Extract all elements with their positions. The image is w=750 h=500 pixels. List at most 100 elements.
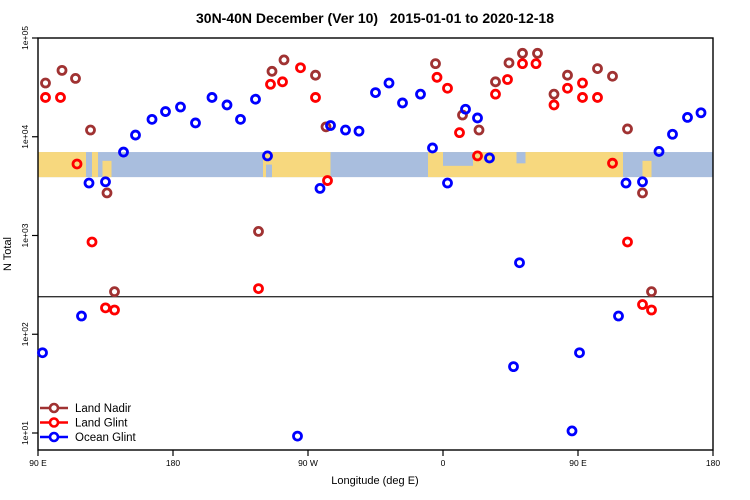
data-point-land-glint [637,299,648,310]
map-band-land [642,160,652,178]
data-point-ocean-glint [682,112,693,123]
data-point-ocean-glint [146,113,158,125]
data-point-land-glint [40,92,51,103]
data-point-land-nadir [101,187,113,199]
y-tick-label: 1e+01 [20,421,30,445]
data-point-land-glint [548,99,560,111]
data-point-land-nadir [517,47,528,59]
data-point-ocean-glint [175,101,186,113]
data-point-land-glint [277,76,288,88]
data-point-ocean-glint [442,177,453,189]
data-point-land-nadir [562,69,573,81]
legend-label: Land Glint [75,418,128,430]
data-point-land-nadir [85,124,96,136]
data-point-ocean-glint [250,93,261,105]
data-point-land-glint [517,58,528,70]
data-point-land-nadir [592,63,603,74]
data-point-ocean-glint [484,152,495,164]
data-point-ocean-glint [620,177,632,189]
map-band-sea-patch [516,152,526,164]
data-point-land-nadir [532,47,543,59]
data-point-land-nadir [473,124,485,136]
data-point-land-glint [562,82,573,94]
data-point-ocean-glint [415,88,426,100]
plot-border [37,37,714,451]
data-point-land-glint [86,236,98,248]
data-point-ocean-glint [190,117,201,129]
data-point-ocean-glint [100,176,111,188]
data-point-ocean-glint [206,92,218,103]
data-point-land-nadir [70,72,81,84]
data-point-ocean-glint [653,146,665,157]
map-band-land [263,152,331,178]
data-point-ocean-glint [460,103,471,115]
data-point-ocean-glint [566,425,578,437]
data-point-land-nadir [40,77,51,89]
data-point-land-glint [646,304,657,316]
data-point-ocean-glint [427,142,438,154]
data-point-land-nadir [266,65,278,77]
data-point-ocean-glint [314,182,326,194]
data-point-land-glint [55,92,66,103]
data-point-ocean-glint [397,97,408,109]
data-point-ocean-glint [262,150,273,162]
data-point-land-nadir [310,69,321,81]
legend-marker-circle [48,417,60,428]
data-point-land-glint [265,78,276,90]
data-point-land-nadir [490,76,501,88]
y-tick-label: 1e+03 [20,223,30,247]
data-point-land-glint [502,74,513,85]
data-point-ocean-glint [383,77,395,89]
data-point-land-nadir [253,226,264,237]
data-point-land-glint [577,77,588,89]
x-tick-label: 90 E [569,458,587,468]
data-point-ocean-glint [325,120,336,131]
data-point-ocean-glint [574,347,585,359]
data-point-ocean-glint [160,106,171,117]
x-axis-label: Longitude (deg E) [331,475,419,487]
data-point-land-nadir [646,286,657,298]
legend-marker-circle [48,402,60,414]
data-point-land-nadir [637,187,648,199]
legend-marker-circle [48,431,60,443]
data-point-ocean-glint [353,125,365,137]
data-point-land-glint [442,82,453,94]
data-point-land-glint [310,92,321,103]
chart-title: 30N-40N December (Ver 10) 2015-01-01 to … [196,10,554,26]
data-point-ocean-glint [667,128,678,140]
data-point-ocean-glint [221,99,233,111]
data-point-land-glint [454,127,465,139]
data-point-land-nadir [503,57,515,69]
data-point-land-nadir [56,64,68,76]
x-tick-label: 90 E [29,458,47,468]
map-band-land [92,152,98,178]
data-point-land-glint [322,175,333,186]
data-point-ocean-glint [508,361,519,373]
data-point-land-glint [490,88,501,100]
x-tick-label: 180 [706,458,720,468]
data-point-land-glint [607,157,618,169]
x-tick-label: 180 [166,458,180,468]
data-point-land-glint [295,62,306,74]
y-tick-label: 1e+04 [20,125,30,149]
map-band-sea-patch [443,152,473,166]
y-tick-label: 1e+05 [20,26,30,50]
x-tick-label: 0 [441,458,446,468]
data-point-ocean-glint [235,113,246,125]
data-point-land-glint [622,236,633,248]
y-tick-label: 1e+02 [20,322,30,346]
data-point-ocean-glint [118,146,129,158]
map-band-land [102,160,112,178]
data-point-land-nadir [109,286,120,298]
data-point-land-glint [431,71,443,83]
map-band-land [38,152,86,178]
data-point-land-glint [472,150,483,162]
data-point-land-glint [577,92,588,103]
data-point-ocean-glint [76,310,87,322]
data-point-ocean-glint [130,129,141,141]
legend-label: Land Nadir [75,403,131,415]
data-point-ocean-glint [340,124,351,136]
data-point-ocean-glint [472,112,483,124]
